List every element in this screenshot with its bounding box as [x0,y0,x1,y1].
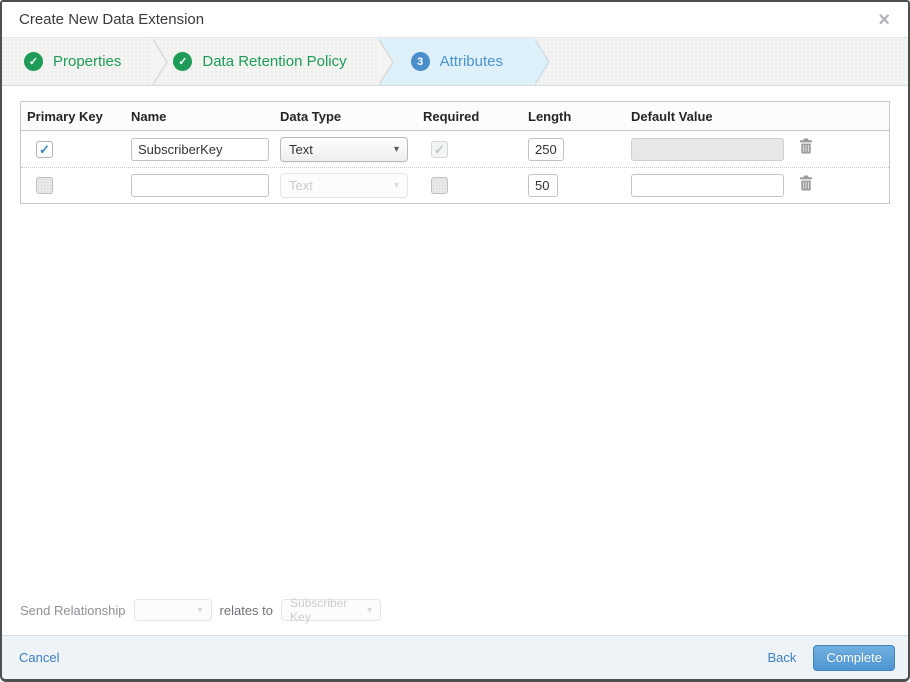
required-checkbox: ✓ [431,140,448,158]
cancel-link[interactable]: Cancel [19,650,60,665]
col-header-primary-key: Primary Key [27,108,103,124]
chevron-down-icon: ▾ [366,604,373,616]
required-checkbox [431,177,448,194]
trash-icon [800,175,812,190]
modal-title: Create New Data Extension [19,11,205,28]
subscriber-key-value: Subscriber Key [290,596,348,624]
trash-icon [800,138,812,154]
data-type-select: Text ▾ [280,173,408,198]
default-value-input[interactable] [631,174,784,197]
col-header-required: Required [423,108,480,124]
wizard-stepbar: ✓ Properties ✓ Data Retention Policy 3 A… [2,37,908,86]
close-icon[interactable]: × [874,8,894,32]
name-input[interactable] [131,137,269,161]
modal-content: Primary Key Name Data Type Required Leng… [2,86,908,635]
check-icon: ✓ [24,52,43,71]
chevron-down-icon: ▾ [393,143,399,155]
content-spacer [2,204,908,599]
primary-key-checkbox [36,177,53,194]
col-header-data-type: Data Type [280,108,342,124]
modal-titlebar: Create New Data Extension × [2,2,908,37]
step-attributes[interactable]: 3 Attributes [376,38,551,86]
data-type-select[interactable]: Text ▾ [280,136,408,162]
col-header-default-value: Default Value [631,108,713,124]
back-link[interactable]: Back [767,650,797,665]
send-relationship-row: Send Relationship ▾ relates to Subscribe… [2,596,908,635]
modal-footer: Cancel Back Complete [2,635,908,679]
step-label: Properties [53,53,122,70]
table-row: ✓ Text ▾ ✓ [21,131,889,167]
default-value-input [631,137,784,161]
table-header-row: Primary Key Name Data Type Required Leng… [21,102,889,131]
length-input[interactable] [528,174,558,197]
check-icon: ✓ [173,52,193,71]
complete-button[interactable]: Complete [813,644,895,671]
relates-to-label: relates to [219,602,274,618]
step-data-retention-policy[interactable]: ✓ Data Retention Policy [151,38,394,86]
name-input[interactable] [131,174,269,197]
length-input[interactable] [528,137,564,161]
data-type-value: Text [289,178,313,193]
send-relationship-select: ▾ [133,599,212,621]
primary-key-checkbox[interactable]: ✓ [36,140,53,158]
attributes-table: Primary Key Name Data Type Required Leng… [20,101,890,204]
chevron-down-icon: ▾ [393,180,399,191]
col-header-name: Name [131,108,167,124]
step-number-badge: 3 [410,52,430,71]
delete-row-button[interactable] [798,138,814,155]
delete-row-button[interactable] [798,175,814,192]
table-row: Text ▾ [21,167,889,203]
col-header-length: Length [528,108,572,124]
send-relationship-label: Send Relationship [20,602,126,618]
subscriber-key-select: Subscriber Key ▾ [281,596,382,624]
step-properties[interactable]: ✓ Properties [2,38,169,86]
step-label: Attributes [439,53,503,70]
chevron-down-icon: ▾ [197,604,203,616]
step-label: Data Retention Policy [202,53,347,70]
data-type-value: Text [289,141,313,157]
